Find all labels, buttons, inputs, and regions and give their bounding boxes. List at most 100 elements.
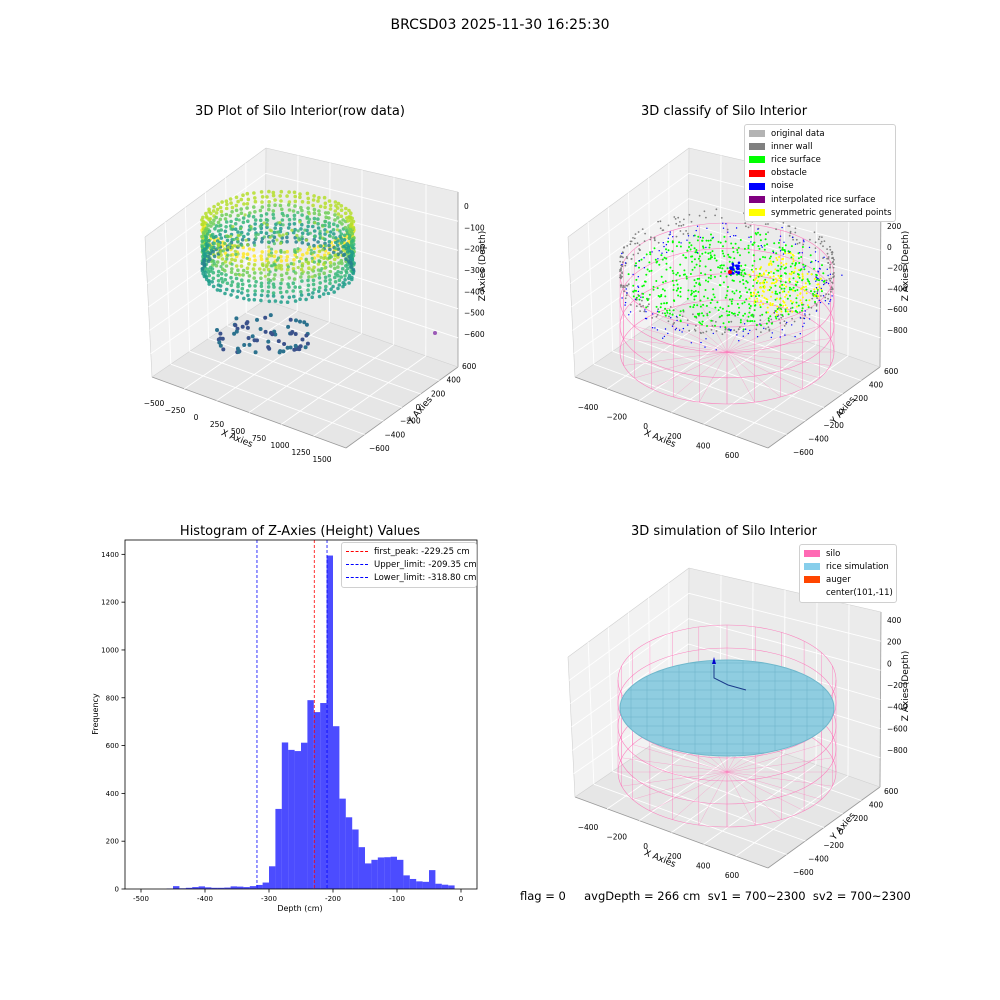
raw-point <box>234 203 239 208</box>
raw-point <box>322 271 327 276</box>
classify-rice-point <box>679 310 682 313</box>
classify-wall-point <box>778 318 780 321</box>
raw-point <box>223 241 227 245</box>
raw-point <box>241 193 245 197</box>
raw-point <box>348 233 352 238</box>
raw-point <box>283 250 287 254</box>
classify-rice-point <box>759 306 762 309</box>
classify-rice-point <box>690 292 693 295</box>
raw-point <box>201 215 205 220</box>
classify-noise-point <box>820 287 822 290</box>
classify-noise-point <box>748 236 750 238</box>
classify-wall-point <box>832 260 834 263</box>
raw-point <box>252 191 256 195</box>
classify-rice-point <box>807 306 810 309</box>
classify-rice-point <box>730 302 733 305</box>
classify-rice-point <box>690 255 693 258</box>
hist-legend-label: Upper_limit: -209.35 cm <box>374 559 477 570</box>
raw-point <box>272 285 276 289</box>
classify-rice-point <box>722 245 724 248</box>
histogram-bar <box>205 887 212 889</box>
raw-point <box>266 281 271 285</box>
classify-noise-point <box>656 329 659 331</box>
classify-symmetric-point <box>785 293 788 296</box>
raw-point <box>267 299 272 304</box>
classify-wall-point <box>820 295 822 297</box>
classify-rice-point <box>664 307 667 310</box>
raw-point <box>340 266 345 271</box>
classify-rice-point <box>648 261 651 264</box>
raw-point <box>335 224 340 228</box>
raw-point <box>223 291 227 296</box>
classify-rice-point <box>747 247 750 250</box>
raw-point <box>349 222 354 226</box>
classify-rice-point <box>665 301 668 304</box>
raw-point <box>266 294 270 298</box>
classify-noise-point <box>781 329 783 331</box>
raw-point <box>351 226 356 230</box>
classify-symmetric-point <box>808 299 811 302</box>
raw-point <box>200 244 204 249</box>
raw-point <box>215 207 220 212</box>
classify-symmetric-point <box>774 268 777 271</box>
simulation-z-tick-label: 200 <box>887 638 902 647</box>
classify-rice-point <box>709 277 712 280</box>
classify-symmetric-point <box>759 304 761 306</box>
classify-wall-point <box>827 293 830 296</box>
classify-rice-point <box>697 257 700 260</box>
classify-rice-point <box>785 272 787 275</box>
classify-silo-spoke <box>726 301 755 353</box>
classify-rice-point <box>723 235 726 238</box>
raw-point <box>226 245 230 249</box>
raw-point <box>245 325 250 330</box>
raw-point <box>220 336 225 341</box>
raw-point <box>341 281 346 285</box>
raw-point <box>340 261 344 266</box>
classify-rice-point <box>755 324 758 327</box>
raw-point <box>278 349 283 354</box>
classify-noise-point <box>693 235 695 237</box>
classify-noise-point <box>624 262 627 264</box>
raw-point <box>310 295 315 300</box>
classify-rice-point <box>666 311 669 314</box>
raw-point <box>347 236 352 241</box>
raw-point <box>247 298 251 302</box>
classify-noise-point <box>808 318 811 320</box>
classify-silo-spoke <box>726 325 820 353</box>
classify-wall-point <box>623 290 625 293</box>
classify-noise-point <box>667 237 669 239</box>
raw-point <box>239 264 244 268</box>
classify-rice-point <box>781 314 784 317</box>
classify-wall-point <box>693 328 696 331</box>
raw-point <box>323 219 327 223</box>
classify-wall-point <box>681 315 684 318</box>
raw-point <box>328 281 332 286</box>
raw-point <box>322 261 326 265</box>
classify-wall-point <box>642 305 644 307</box>
classify-rice-point <box>794 309 797 312</box>
raw-point <box>293 227 297 232</box>
raw-point <box>300 235 304 239</box>
raw-point <box>336 201 341 206</box>
raw-point <box>291 230 296 235</box>
sim-legend-swatch <box>804 563 820 571</box>
raw-point <box>306 288 310 292</box>
raw-point <box>212 245 216 249</box>
raw-point <box>347 208 351 213</box>
classify-noise-point <box>674 329 677 331</box>
classify-rice-point <box>689 248 692 251</box>
raw-point <box>339 258 344 263</box>
classify-rice-point <box>722 264 725 267</box>
classify-symmetric-point <box>755 293 758 296</box>
raw-point <box>317 272 322 277</box>
raw-point <box>286 203 291 207</box>
classify-rice-point <box>801 303 804 306</box>
classify-symmetric-point <box>771 302 774 305</box>
raw-point <box>265 257 269 261</box>
raw-point <box>350 216 355 221</box>
classify-rice-point <box>748 311 751 314</box>
raw-point <box>304 322 309 327</box>
